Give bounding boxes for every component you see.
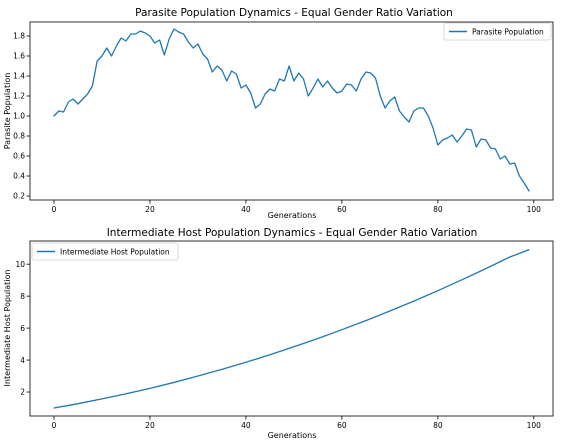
host-x-ticks: 0 20 40 60 80 100: [52, 416, 542, 430]
host-x-tick-label: 0: [52, 421, 57, 430]
host-legend: Intermediate Host Population: [31, 242, 179, 261]
parasite-y-tick-label: 1.0: [13, 112, 25, 121]
parasite-chart-title: Parasite Population Dynamics - Equal Gen…: [135, 7, 453, 19]
parasite-x-tick-label: 100: [527, 205, 542, 214]
host-y-tick-label: 6: [20, 324, 25, 333]
parasite-y-axis-label: Parasite Population: [3, 73, 12, 150]
host-x-tick-label: 20: [145, 421, 155, 430]
host-legend-label: Intermediate Host Population: [60, 248, 170, 257]
host-x-axis-label: Generations: [268, 431, 317, 440]
parasite-x-axis-label: Generations: [268, 211, 317, 220]
host-x-tick-label: 80: [433, 421, 443, 430]
parasite-legend-label: Parasite Population: [472, 28, 544, 37]
host-x-tick-label: 60: [337, 421, 347, 430]
host-y-tick-label: 8: [20, 292, 25, 301]
host-series: [53, 249, 530, 409]
parasite-x-ticks: 0 20 40 60 80 100: [52, 200, 542, 214]
parasite-legend: Parasite Population: [443, 22, 552, 41]
host-y-tick-label: 2: [20, 388, 25, 397]
host-y-ticks: 2 4 6 8 10: [15, 260, 30, 397]
parasite-y-tick-label: 0.2: [13, 192, 25, 201]
host-series-line: [53, 249, 530, 409]
parasite-y-tick-label: 0.8: [13, 132, 25, 141]
parasite-chart: Parasite Population Dynamics - Equal Gen…: [3, 7, 554, 220]
parasite-y-ticks: 0.2 0.4 0.6 0.8 1.0 1.2 1.4 1.6 1.8: [13, 32, 30, 201]
host-x-tick-label: 100: [527, 421, 542, 430]
host-legend-box: [31, 242, 179, 261]
host-chart-title: Intermediate Host Population Dynamics - …: [107, 227, 478, 239]
parasite-y-tick-label: 1.2: [13, 92, 25, 101]
parasite-y-tick-label: 0.4: [13, 172, 25, 181]
parasite-x-tick-label: 0: [52, 205, 57, 214]
parasite-series-line: [53, 28, 530, 192]
parasite-legend-box: [443, 22, 552, 41]
parasite-y-tick-label: 1.8: [13, 32, 25, 41]
host-plot-frame: [29, 240, 554, 417]
parasite-x-tick-label: 80: [433, 205, 443, 214]
host-chart: Intermediate Host Population Dynamics - …: [3, 227, 554, 440]
parasite-x-tick-label: 40: [241, 205, 251, 214]
host-x-tick-label: 40: [241, 421, 251, 430]
parasite-y-tick-label: 0.6: [13, 152, 25, 161]
parasite-y-tick-label: 1.4: [13, 72, 25, 81]
host-y-tick-label: 10: [15, 260, 25, 269]
parasite-plot-frame: [29, 21, 554, 201]
parasite-series: [53, 28, 530, 192]
host-y-tick-label: 4: [20, 356, 25, 365]
parasite-x-tick-label: 60: [337, 205, 347, 214]
parasite-x-tick-label: 20: [145, 205, 155, 214]
parasite-y-tick-label: 1.6: [13, 52, 25, 61]
host-y-axis-label: Intermediate Host Population: [3, 270, 12, 387]
